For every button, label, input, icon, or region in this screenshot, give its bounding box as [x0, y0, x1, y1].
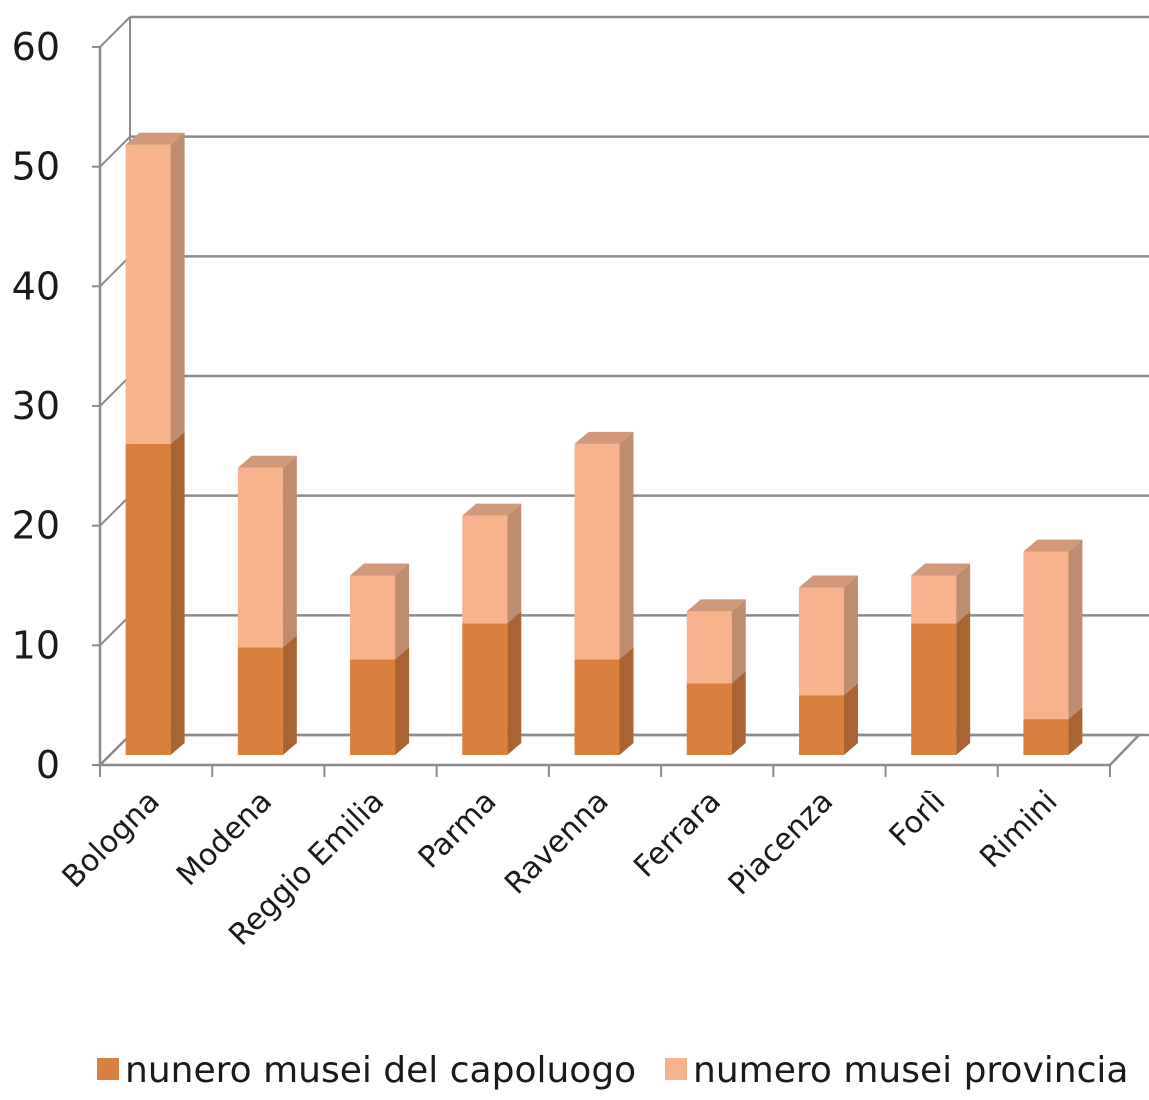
legend-item-2: numero musei provincia: [665, 1050, 1128, 1091]
x-tick-label-bologna: Bologna: [56, 784, 167, 895]
gridline-side-20: [99, 494, 131, 527]
y-tick-label-20: 20: [12, 504, 60, 548]
bar-modena-series-2: [237, 455, 297, 648]
y-tick-label-30: 30: [12, 384, 60, 428]
x-tick-label-forl-: Forlì: [883, 784, 953, 854]
y-tick-label-60: 60: [12, 25, 60, 69]
bar-rimini-series-1: [1023, 707, 1083, 755]
bar-ferrara-series-1: [686, 671, 746, 755]
grid-lines: [99, 15, 1149, 766]
bar-modena-series-1: [237, 635, 297, 755]
x-tick-label-ravenna: Ravenna: [498, 784, 616, 902]
legend-label-2: numero musei provincia: [693, 1050, 1128, 1091]
gridline-side-10: [99, 614, 131, 647]
bar-forl--series-1: [911, 611, 971, 755]
x-tick-label-parma: Parma: [412, 784, 504, 876]
bar-ravenna-series-1: [574, 647, 634, 755]
bar-piacenza-series-2: [798, 575, 858, 696]
bar-bologna-series-1: [125, 431, 185, 755]
x-tick-label-ferrara: Ferrara: [627, 784, 728, 885]
gridline-side-30: [99, 375, 131, 407]
legend-item-1: nunero musei del capoluogo: [97, 1050, 636, 1091]
y-tick-label-10: 10: [12, 623, 60, 667]
bar-reggio-emilia-series-1: [350, 647, 410, 755]
gridline-side-50: [99, 135, 131, 168]
bar-piacenza-series-1: [798, 683, 858, 755]
legend-label-1: nunero musei del capoluogo: [125, 1050, 636, 1091]
y-tick-label-40: 40: [12, 264, 60, 308]
bar-rimini-series-2: [1023, 539, 1083, 720]
bar-bologna-series-2: [125, 132, 185, 444]
bar-ravenna-series-2: [574, 431, 634, 660]
bar-parma-series-2: [462, 503, 522, 624]
x-tick-label-piacenza: Piacenza: [722, 784, 840, 902]
y-tick-label-0: 0: [36, 743, 60, 787]
bar-reggio-emilia-series-2: [350, 563, 410, 660]
legend-swatch-1: [97, 1058, 119, 1080]
bars: [125, 132, 1083, 755]
bar-ferrara-series-2: [686, 599, 746, 684]
x-tick-label-modena: Modena: [170, 784, 279, 893]
gridline-side-60: [99, 16, 131, 48]
y-tick-label-50: 50: [12, 145, 60, 189]
bar-forl--series-2: [911, 563, 971, 624]
y-tick-labels: 0 10 20 30 40 50 60: [12, 25, 60, 787]
bar-parma-series-1: [462, 611, 522, 755]
x-tick-label-rimini: Rimini: [973, 784, 1064, 875]
legend: nunero musei del capoluogo numero musei p…: [97, 1050, 1128, 1091]
legend-swatch-2: [665, 1058, 687, 1080]
gridline-side-40: [99, 255, 131, 288]
